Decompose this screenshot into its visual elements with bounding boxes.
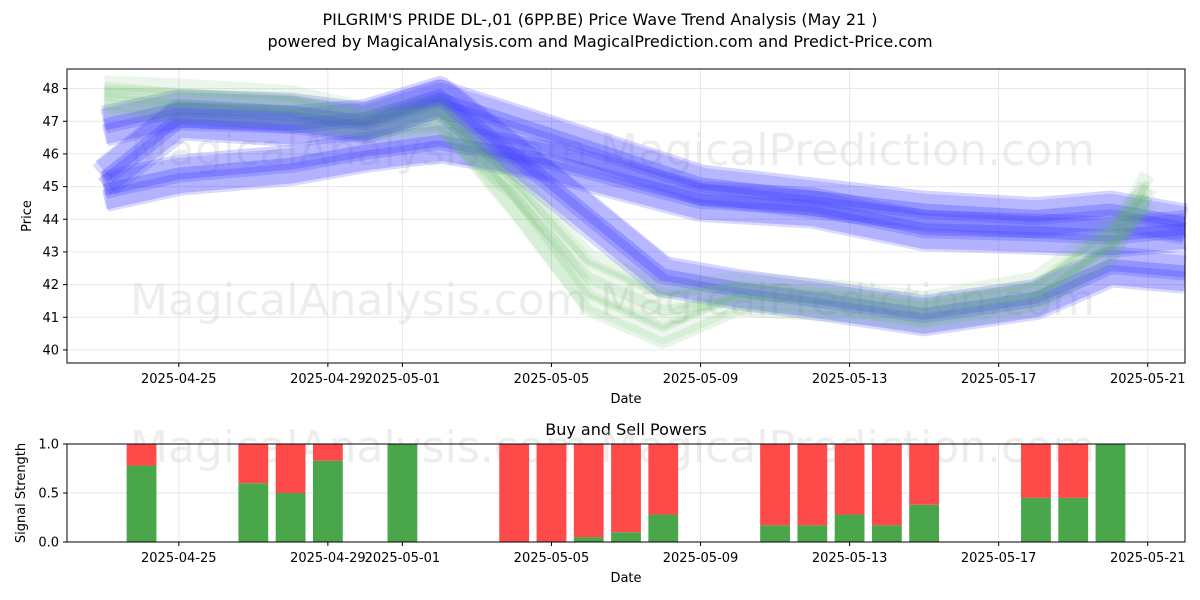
green-wave-band	[103, 106, 1152, 326]
buy-bar	[871, 525, 902, 542]
sell-bar	[760, 444, 790, 526]
price-y-tick-label: 47	[42, 115, 59, 130]
price-wave-plot: MagicalAnalysis.com MagicalPrediction.co…	[20, 68, 1189, 407]
buy-bar	[1058, 497, 1089, 542]
sell-bar	[238, 444, 269, 484]
price-x-label: Date	[610, 392, 641, 407]
blue-wave-band	[102, 98, 1187, 243]
signal-x-label: Date	[610, 571, 641, 586]
watermark-prediction-mid: MagicalPrediction.com	[600, 275, 1095, 326]
sell-bar	[871, 444, 902, 526]
green-wave-band	[104, 86, 1151, 333]
sell-bar	[1058, 444, 1089, 498]
signal-x-tick-label: 2025-05-01	[365, 551, 441, 566]
sell-bar	[536, 444, 567, 542]
price-y-label: Price	[20, 200, 35, 232]
signal-y-tick-label: 0.0	[38, 536, 59, 551]
sell-bar	[611, 444, 641, 533]
green-wave-band	[103, 84, 1157, 345]
chart-title-line1: PILGRIM'S PRIDE DL-,01 (6PP.BE) Price Wa…	[322, 10, 877, 29]
buy-bar	[611, 532, 641, 542]
sell-bar	[648, 444, 679, 515]
buy-bar	[1021, 497, 1051, 542]
green-wave-band	[104, 93, 1150, 310]
sell-bar	[797, 444, 828, 526]
buy-bar	[797, 525, 828, 542]
price-y-tick-label: 40	[42, 343, 59, 358]
blue-wave-band	[103, 92, 1187, 229]
buy-bar	[1095, 444, 1126, 542]
sell-bar	[126, 444, 157, 466]
signal-x-tick-label: 2025-05-21	[1110, 551, 1186, 566]
price-y-tick-label: 42	[42, 278, 59, 293]
price-y-tick-label: 44	[42, 213, 59, 228]
green-wave-band	[103, 91, 1155, 322]
buy-sell-plot: Buy and Sell Powers MagicalAnalysis.com …	[14, 420, 1186, 586]
signal-x-tick-label: 2025-05-05	[514, 551, 590, 566]
sell-bar	[312, 444, 343, 461]
blue-wave-band	[102, 140, 1186, 256]
watermark-analysis-top: MagicalAnalysis.com	[130, 125, 588, 176]
blue-wave-band	[101, 79, 1188, 232]
blue-wave-band	[100, 125, 1187, 258]
sell-bar	[275, 444, 306, 493]
sell-bar	[909, 444, 940, 505]
blue-wave-band	[95, 76, 1187, 324]
price-y-tick-label: 48	[42, 82, 59, 97]
price-plot-frame	[66, 68, 1186, 364]
price-x-tick-label: 2025-05-09	[663, 372, 739, 387]
green-wave-band	[103, 81, 1154, 307]
price-y-tick-label: 46	[42, 147, 59, 162]
price-y-tick-label: 41	[42, 311, 59, 326]
buy-bar	[387, 444, 418, 542]
blue-wave-band	[92, 79, 1187, 337]
sell-bar	[1021, 444, 1051, 498]
signal-y-tick-label: 0.5	[38, 487, 59, 502]
price-x-tick-label: 2025-05-17	[961, 372, 1037, 387]
price-x-tick-label: 2025-05-05	[514, 372, 590, 387]
buy-bar	[275, 493, 306, 542]
blue-wave-band	[101, 122, 1187, 245]
sell-bar	[573, 444, 604, 538]
buy-bar	[573, 537, 604, 542]
chart-title-line2: powered by MagicalAnalysis.com and Magic…	[267, 32, 932, 51]
watermark-analysis-mid: MagicalAnalysis.com	[130, 275, 588, 326]
price-y-tick-label: 43	[42, 245, 59, 260]
signal-x-tick-label: 2025-04-25	[141, 551, 217, 566]
buy-bar	[909, 504, 940, 542]
signal-y-tick-label: 1.0	[38, 438, 59, 453]
blue-wave-band	[98, 94, 1186, 334]
signal-y-label: Signal Strength	[14, 443, 29, 543]
watermark-prediction-top: MagicalPrediction.com	[600, 125, 1095, 176]
price-x-tick-label: 2025-05-13	[812, 372, 888, 387]
price-x-tick-label: 2025-05-21	[1110, 372, 1186, 387]
blue-wave-band	[103, 134, 1186, 242]
signal-x-tick-label: 2025-05-17	[961, 551, 1037, 566]
buy-sell-title: Buy and Sell Powers	[545, 420, 707, 439]
buy-bar	[312, 460, 343, 542]
signal-x-tick-label: 2025-05-13	[812, 551, 888, 566]
price-x-tick-label: 2025-04-29	[290, 372, 366, 387]
signal-x-tick-label: 2025-05-09	[663, 551, 739, 566]
green-wave-band	[104, 99, 1153, 349]
blue-wave-band	[100, 89, 1186, 320]
buy-bar	[238, 483, 269, 542]
buy-bar	[648, 514, 679, 542]
sell-bar	[834, 444, 865, 515]
buy-bar	[760, 525, 790, 542]
blue-wave-band	[100, 82, 1189, 245]
buy-bar	[126, 465, 157, 542]
signal-x-tick-label: 2025-04-29	[290, 551, 366, 566]
sell-bar	[499, 444, 530, 542]
price-y-tick-label: 45	[42, 180, 59, 195]
price-x-tick-label: 2025-04-25	[141, 372, 217, 387]
green-wave-band	[103, 75, 1155, 330]
price-x-tick-label: 2025-05-01	[365, 372, 441, 387]
buy-bar	[834, 514, 865, 542]
